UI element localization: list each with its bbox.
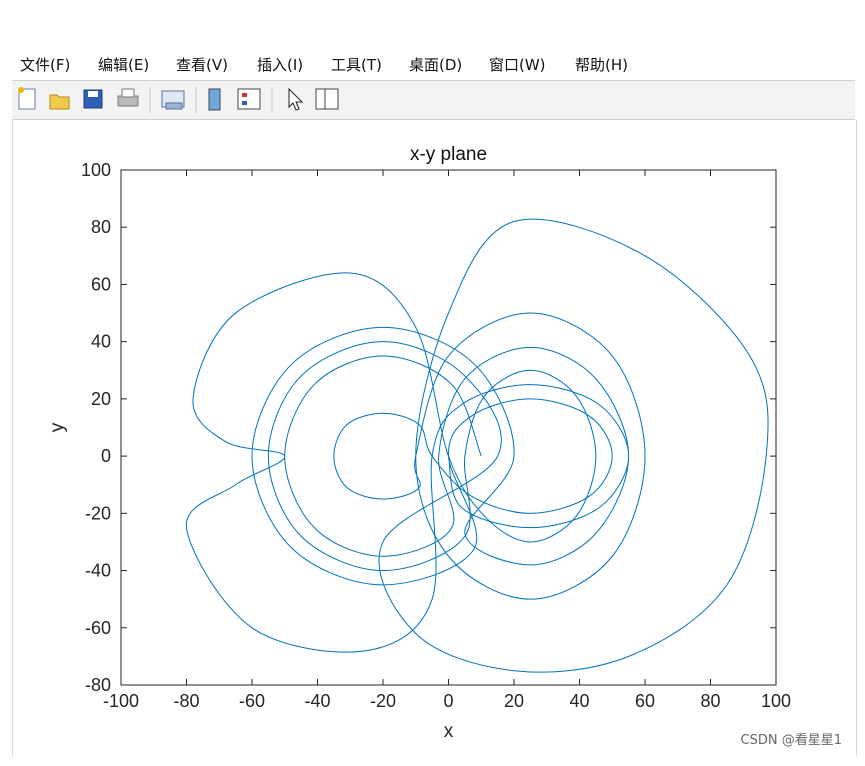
y-tick-label: -20: [85, 503, 111, 523]
menu-item[interactable]: 编辑(E): [98, 56, 150, 74]
y-tick-label: -40: [85, 561, 111, 581]
y-tick-label: 100: [81, 160, 111, 180]
x-tick-label: -100: [103, 691, 139, 711]
menu-item[interactable]: 工具(T): [331, 56, 382, 74]
menu-bar: 文件(F) 编辑(E) 查看(V) 插入(I) 工具(T) 桌面(D) 窗口(W) 帮助(H): [12, 48, 855, 81]
x-tick-label: 40: [569, 691, 589, 711]
icon-open[interactable]: [49, 94, 70, 110]
icon-property[interactable]: [315, 88, 339, 110]
trajectory-line: [185, 218, 769, 673]
icon-pointer[interactable]: [288, 87, 304, 111]
menu-item[interactable]: 桌面(D): [409, 56, 463, 74]
menu-item[interactable]: 插入(I): [257, 56, 304, 74]
toolbar-icons: [18, 87, 339, 113]
x-tick-label: 20: [504, 691, 524, 711]
x-axis-label: x: [444, 721, 454, 742]
icon-link[interactable]: [161, 90, 185, 110]
x-tick-label: 80: [700, 691, 720, 711]
chart: -100 -80 -60 -40 -20 0 20 40 60 80 100-80-60-40-20…: [47, 144, 791, 742]
icon-legend[interactable]: [237, 88, 261, 110]
y-tick-label: 20: [91, 389, 111, 409]
x-tick-label: -80: [173, 691, 199, 711]
x-tick-label: 100: [761, 691, 791, 711]
watermark: CSDN @看星星1: [740, 733, 842, 748]
plot-area: [121, 170, 776, 685]
menu-item[interactable]: 窗口(W): [489, 56, 546, 74]
y-tick-label: 60: [91, 274, 111, 294]
menu-item[interactable]: 帮助(H): [575, 56, 628, 74]
icon-print[interactable]: [117, 88, 139, 107]
x-tick-label: 0: [443, 691, 453, 711]
icon-colorbar[interactable]: [208, 88, 221, 111]
x-tick-label: -20: [370, 691, 396, 711]
icon-save[interactable]: [83, 89, 103, 109]
y-tick-label: 80: [91, 217, 111, 237]
icon-new[interactable]: [18, 87, 36, 110]
toolbar: [12, 81, 855, 120]
x-tick-label: -60: [239, 691, 265, 711]
y-tick-label: 40: [91, 332, 111, 352]
figure-area: -100 -80 -60 -40 -20 0 20 40 60 80 100 -80 -60 -40 -20…: [12, 120, 857, 756]
y-axis-label: y: [47, 422, 68, 432]
x-tick-label: -40: [304, 691, 330, 711]
menu-item[interactable]: 文件(F): [20, 56, 71, 74]
x-tick-label: 60: [635, 691, 655, 711]
y-tick-label: -80: [85, 675, 111, 695]
menu-item[interactable]: 查看(V): [176, 56, 228, 74]
y-tick-label: 0: [101, 446, 111, 466]
chart-title: x-y plane: [410, 144, 487, 165]
y-tick-label: -60: [85, 618, 111, 638]
